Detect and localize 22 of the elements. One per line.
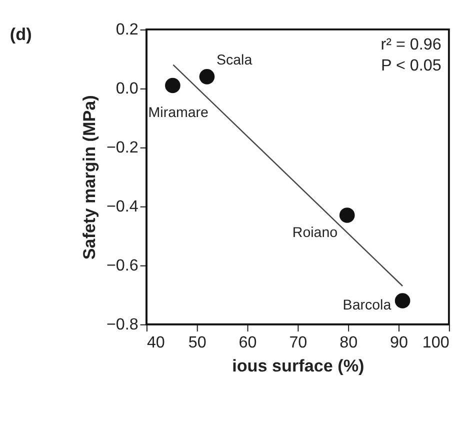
y-tick-label: −0.8	[106, 316, 138, 334]
annotation: Roiano	[292, 225, 338, 242]
y-tick-label: 0.2	[116, 20, 138, 39]
x-axis-title: ious surface (%)	[232, 356, 364, 376]
annotation: Miramare	[148, 104, 209, 121]
y-axis-title: Safety margin (MPa)	[80, 95, 100, 260]
chart-title: (d)	[10, 24, 32, 44]
annotation: Scala	[216, 52, 252, 68]
x-tick-label: 100	[422, 334, 450, 352]
x-tick-label: 70	[289, 334, 308, 352]
x-tick-label: 60	[238, 334, 257, 352]
x-tick-label: 50	[188, 334, 206, 352]
x-tick-label: 80	[340, 334, 358, 352]
y-tick-label: −0.4	[106, 198, 138, 216]
annotation: Barcola	[342, 297, 392, 314]
y-tick-label: −0.6	[106, 256, 138, 275]
x-tick-label: 90	[390, 334, 408, 352]
annotation: r² = 0.96	[380, 35, 442, 54]
annotation: P < 0.05	[380, 56, 442, 74]
x-tick-label: 40	[146, 334, 165, 352]
y-tick-label: −0.2	[106, 138, 138, 157]
y-tick-label: 0.0	[116, 80, 138, 98]
